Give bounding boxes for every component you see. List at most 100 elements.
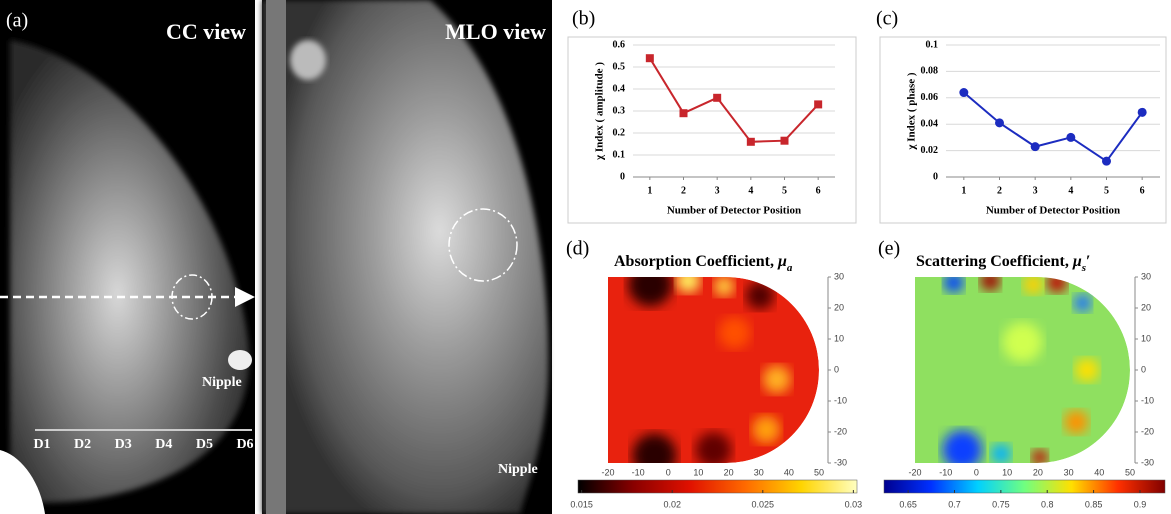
map-symbol: μ bbox=[777, 253, 787, 270]
y-tick-label: 0 bbox=[620, 171, 625, 182]
x-tick-label: 50 bbox=[1125, 467, 1135, 477]
panel-label: (b) bbox=[572, 8, 595, 30]
map-feature bbox=[676, 269, 700, 293]
x-tick-label: 6 bbox=[1140, 185, 1145, 196]
y-tick-label: 20 bbox=[834, 302, 844, 312]
map-title: Scattering Coefficient,μs′ bbox=[916, 253, 1091, 274]
y-tick-label: -10 bbox=[1141, 395, 1154, 405]
x-tick-label: 2 bbox=[997, 185, 1002, 196]
y-tick-label: 0 bbox=[933, 171, 938, 182]
map-feature bbox=[1074, 294, 1092, 312]
x-tick-label: 1 bbox=[647, 185, 652, 196]
nipple-label: Nipple bbox=[498, 462, 538, 477]
detector-label: D2 bbox=[74, 437, 91, 452]
marker bbox=[814, 100, 822, 108]
x-tick-label: 50 bbox=[814, 467, 824, 477]
x-tick-label: -20 bbox=[601, 467, 614, 477]
map-feature bbox=[1064, 410, 1088, 434]
map-feature bbox=[696, 432, 732, 468]
panel-label: (a) bbox=[6, 10, 28, 32]
y-tick-label: -20 bbox=[834, 426, 847, 436]
x-tick-label: 4 bbox=[1068, 185, 1073, 196]
marker bbox=[1066, 133, 1075, 142]
marker bbox=[713, 94, 721, 102]
map-feature bbox=[1075, 358, 1099, 382]
x-tick-label: 40 bbox=[784, 467, 794, 477]
y-tick-label: 0.3 bbox=[613, 105, 626, 116]
map-feature bbox=[1023, 274, 1043, 294]
figure: (a) CC view Nipple D1D2D3D4D5D6 MLO view… bbox=[0, 0, 1171, 514]
y-tick-label: 30 bbox=[834, 271, 844, 281]
colorbar-tick-label: 0.65 bbox=[899, 499, 917, 509]
y-tick-label: 0.6 bbox=[613, 39, 626, 50]
colorbar-tick-label: 0.85 bbox=[1085, 499, 1103, 509]
x-tick-label: 10 bbox=[693, 467, 703, 477]
y-tick-label: 0.04 bbox=[921, 118, 939, 129]
y-tick-label: -10 bbox=[834, 395, 847, 405]
marker bbox=[959, 88, 968, 97]
x-tick-label: 0 bbox=[666, 467, 671, 477]
y-tick-label: 0.2 bbox=[613, 127, 626, 138]
panel-label: (e) bbox=[878, 238, 900, 260]
chart-frame bbox=[568, 37, 856, 223]
y-tick-label: -30 bbox=[834, 457, 847, 467]
y-tick-label: 0.02 bbox=[921, 145, 939, 156]
x-tick-label: 5 bbox=[1104, 185, 1109, 196]
y-tick-label: 0.06 bbox=[921, 92, 939, 103]
colorbar-tick-label: 0.75 bbox=[992, 499, 1010, 509]
map-symbol: μ bbox=[1072, 253, 1082, 270]
map-feature bbox=[752, 416, 780, 444]
mlo-mammogram bbox=[262, 0, 552, 514]
series-line bbox=[650, 58, 818, 142]
map-field bbox=[608, 262, 819, 477]
x-tick-label: 5 bbox=[782, 185, 787, 196]
map-subscript: a bbox=[787, 262, 793, 274]
detector-label: D1 bbox=[33, 437, 50, 452]
map-feature bbox=[746, 282, 774, 310]
y-axis-label: χ Index ( phase ) bbox=[906, 72, 918, 151]
x-tick-label: 3 bbox=[715, 185, 720, 196]
colorbar bbox=[578, 480, 857, 493]
y-tick-label: 0 bbox=[834, 364, 839, 374]
map-field bbox=[915, 271, 1130, 470]
marker bbox=[781, 137, 789, 145]
y-tick-label: 10 bbox=[834, 333, 844, 343]
x-tick-label: 1 bbox=[961, 185, 966, 196]
map-title: Absorption Coefficient,μa bbox=[614, 253, 793, 274]
view-title: CC view bbox=[166, 19, 246, 44]
x-tick-label: 20 bbox=[1033, 467, 1043, 477]
marker bbox=[1138, 108, 1147, 117]
map-feature bbox=[1003, 322, 1043, 362]
y-tick-label: 0.5 bbox=[613, 61, 626, 72]
y-tick-label: -30 bbox=[1141, 457, 1154, 467]
y-tick-label: -20 bbox=[1141, 426, 1154, 436]
y-tick-label: 0.1 bbox=[613, 149, 626, 160]
map-feature bbox=[1032, 449, 1048, 465]
y-tick-label: 0.08 bbox=[921, 66, 939, 77]
nipple-label: Nipple bbox=[202, 375, 242, 390]
x-tick-label: -10 bbox=[939, 467, 952, 477]
marker bbox=[646, 54, 654, 62]
x-tick-label: 30 bbox=[754, 467, 764, 477]
map-feature bbox=[714, 276, 734, 296]
marker bbox=[995, 118, 1004, 127]
x-tick-label: -10 bbox=[632, 467, 645, 477]
x-tick-label: 4 bbox=[748, 185, 753, 196]
map-feature bbox=[991, 444, 1011, 464]
map-title-text: Scattering Coefficient, bbox=[916, 253, 1069, 270]
map-feature bbox=[719, 317, 751, 349]
colorbar-tick-label: 0.7 bbox=[948, 499, 961, 509]
y-tick-label: 20 bbox=[1141, 302, 1151, 312]
colorbar-tick-label: 0.03 bbox=[845, 499, 863, 509]
colorbar-tick-label: 0.015 bbox=[570, 499, 593, 509]
colorbar bbox=[884, 480, 1165, 493]
map-feature bbox=[1047, 273, 1067, 293]
x-tick-label: 2 bbox=[681, 185, 686, 196]
map-prime: ′ bbox=[1086, 253, 1091, 270]
map-feature bbox=[944, 273, 964, 293]
marker bbox=[1031, 142, 1040, 151]
x-tick-label: 40 bbox=[1094, 467, 1104, 477]
detector-label: D4 bbox=[155, 437, 172, 452]
y-tick-label: 0 bbox=[1141, 364, 1146, 374]
colorbar-tick-label: 0.02 bbox=[663, 499, 681, 509]
